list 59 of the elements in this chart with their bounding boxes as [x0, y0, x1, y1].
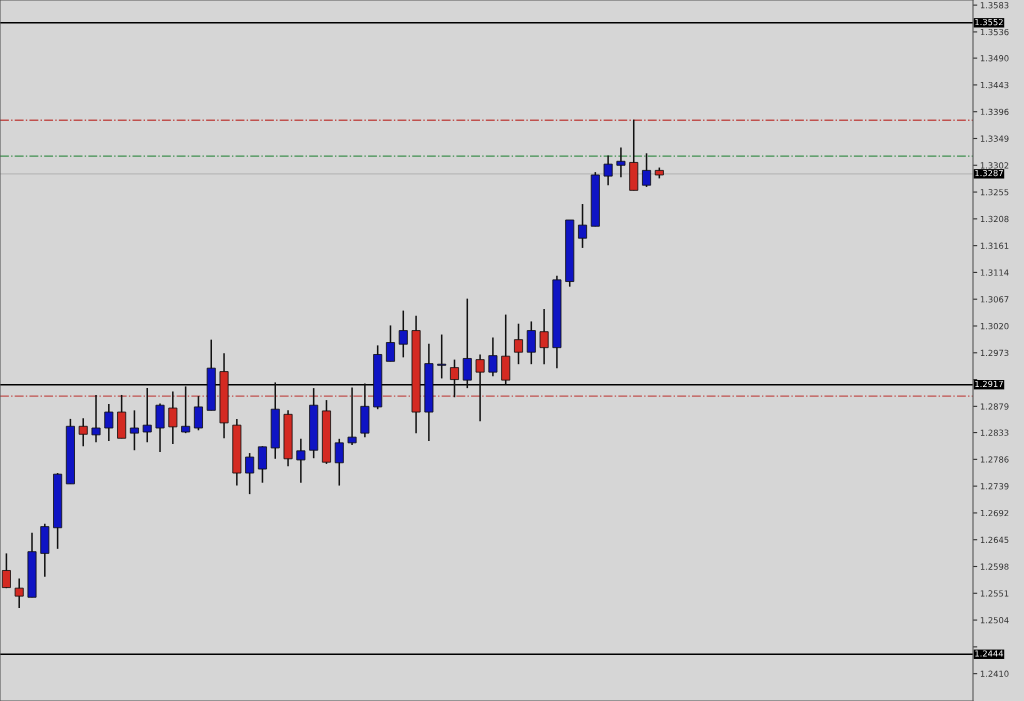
candlestick [91, 394, 101, 444]
ref-line-label: 1.2917 [975, 380, 1003, 388]
candlestick [347, 386, 357, 446]
y-tick-label: 1.2645 [980, 536, 1009, 543]
y-tick-label: 1.2692 [980, 509, 1009, 517]
candlestick [578, 203, 588, 249]
candlestick [142, 387, 152, 444]
y-tick-label: 1.3349 [980, 135, 1009, 142]
candlestick [513, 322, 524, 365]
candlestick [155, 402, 165, 453]
y-tick-label: 1.2739 [980, 483, 1009, 490]
ref-line-label: 1.2444 [975, 650, 1004, 657]
candlestick [488, 336, 498, 377]
candlestick [104, 403, 114, 442]
candlestick [193, 395, 203, 432]
candlestick [398, 309, 408, 359]
y-tick-label: 1.3490 [980, 55, 1009, 62]
y-tick-label: 1.3161 [980, 242, 1009, 249]
y-tick-label: 1.2551 [980, 590, 1009, 597]
candlestick [385, 324, 395, 363]
candlestick [603, 154, 613, 186]
candlestick [245, 452, 255, 495]
y-tick-label: 1.2504 [980, 617, 1009, 624]
ref-line-label: 1.3552 [975, 18, 1003, 26]
y-tick-label: 1.2973 [980, 349, 1009, 357]
y-tick-label: 1.3114 [980, 269, 1009, 276]
candlestick [168, 390, 178, 445]
candlestick [539, 308, 549, 365]
candlestick [642, 152, 652, 188]
y-tick-label: 1.2833 [980, 429, 1009, 436]
candlestick [181, 385, 191, 434]
y-tick-label: 1.3583 [980, 2, 1009, 9]
candlestick [462, 297, 472, 389]
candlestick [1, 552, 11, 589]
candlestick [501, 313, 511, 385]
candlestick [616, 146, 626, 179]
y-tick-label: 1.3302 [980, 162, 1009, 169]
y-tick-label: 1.3255 [980, 189, 1009, 196]
y-tick-label: 1.2410 [980, 670, 1009, 677]
candlestick [334, 438, 344, 487]
candlestick [449, 358, 460, 398]
y-tick-label: 1.3443 [980, 81, 1009, 89]
y-tick-label: 1.3396 [980, 108, 1009, 115]
candlestick [437, 333, 447, 380]
candlestick [78, 417, 88, 448]
y-tick-label: 1.2879 [980, 403, 1009, 410]
ref-line-label: 1.3287 [975, 169, 1003, 177]
candlestick [475, 353, 485, 422]
y-tick-label: 1.3208 [980, 215, 1009, 223]
y-tick-label: 1.2598 [980, 563, 1009, 570]
candlestick [257, 445, 267, 484]
y-tick-label: 1.3020 [980, 322, 1009, 330]
candlestick [296, 438, 306, 484]
y-tick-label: 1.3536 [980, 28, 1009, 36]
candlestick [526, 320, 536, 365]
y-tick-label: 1.3067 [980, 296, 1009, 303]
y-tick-label: 1.2786 [980, 456, 1009, 463]
candlestick [14, 577, 24, 609]
candlestick [129, 409, 139, 452]
